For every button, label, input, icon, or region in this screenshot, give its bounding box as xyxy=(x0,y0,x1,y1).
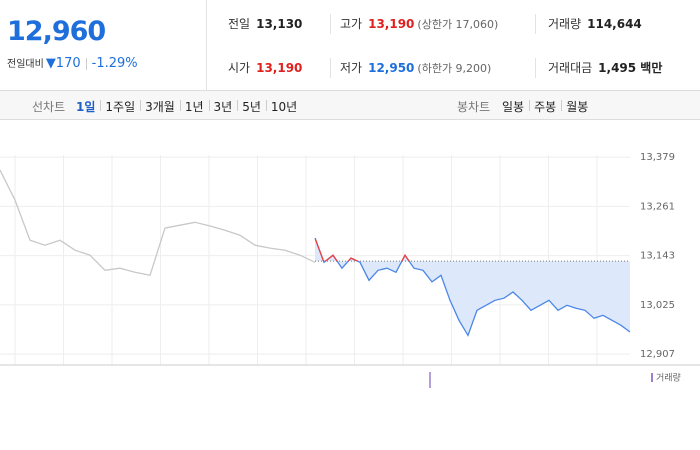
summary-value: 13,190 xyxy=(368,17,415,31)
chart: 13,379 13,261 13,143 13,025 12,907 거래량 xyxy=(0,152,700,388)
summary-value: 12,950 xyxy=(368,61,415,75)
summary-cell: 거래량 114,644 xyxy=(548,15,642,32)
change-amount: ▼170 xyxy=(45,56,81,71)
period-tab[interactable]: 3개월 xyxy=(145,100,175,114)
y-tick-label: 13,025 xyxy=(640,300,675,311)
period-tab[interactable]: 10년 xyxy=(270,100,298,114)
separator xyxy=(561,100,563,111)
price-line xyxy=(314,237,631,337)
separator xyxy=(237,100,239,111)
summary-label: 시가 xyxy=(228,61,251,75)
separator xyxy=(85,57,87,70)
candle-tab[interactable]: 일봉 xyxy=(502,100,525,114)
y-tick-label: 12,907 xyxy=(640,349,675,360)
summary-cell: 고가 13,190 (상한가 17,060) xyxy=(340,15,498,32)
separator xyxy=(535,58,536,78)
change-label: 전일대비 xyxy=(7,59,44,70)
period-tab[interactable]: 1주일 xyxy=(105,100,136,114)
candle-tab[interactable]: 월봉 xyxy=(566,100,589,114)
legend-label: 거래량 xyxy=(656,372,681,384)
summary-cell: 시가 13,190 xyxy=(228,59,302,76)
summary-label: 거래량 xyxy=(548,17,582,31)
period-tab[interactable]: 3년 xyxy=(213,100,233,114)
y-tick-label: 13,379 xyxy=(640,152,675,163)
candle-chart-label: 봉차트 xyxy=(457,100,491,114)
period-tab[interactable]: 5년 xyxy=(242,100,261,114)
change-rate: -1.29% xyxy=(91,56,138,71)
quote-box: 12,960 전일대비 ▼170 -1.29% xyxy=(0,0,207,90)
summary-value: 1,495 백만 xyxy=(598,61,663,75)
summary-value: 13,130 xyxy=(256,17,303,31)
summary-value: 114,644 xyxy=(587,17,642,31)
reference-area xyxy=(315,238,630,336)
summary-label: 전일 xyxy=(228,17,251,31)
separator xyxy=(100,100,102,111)
price-line xyxy=(0,169,316,277)
separator xyxy=(265,100,267,111)
summary-panel: 12,960 전일대비 ▼170 -1.29% 전일 13,130 고가 13,190 (상… xyxy=(0,0,700,91)
separator xyxy=(330,58,331,78)
separator xyxy=(140,100,142,111)
summary-note: (하한가 9,200) xyxy=(417,62,492,75)
separator xyxy=(330,14,331,34)
summary-label: 저가 xyxy=(340,61,363,75)
summary-note: (상한가 17,060) xyxy=(417,18,499,31)
line-chart-label: 선차트 xyxy=(32,100,66,114)
y-tick-label: 13,143 xyxy=(640,251,675,262)
summary-cell: 전일 13,130 xyxy=(228,15,302,32)
separator xyxy=(208,100,210,111)
summary-label: 고가 xyxy=(340,17,363,31)
separator xyxy=(179,100,181,111)
separator xyxy=(535,14,536,34)
summary-cell: 저가 12,950 (하한가 9,200) xyxy=(340,59,491,76)
summary-value: 13,190 xyxy=(256,61,303,75)
change-line: 전일대비 ▼170 -1.29% xyxy=(7,55,138,71)
y-tick-label: 13,261 xyxy=(640,201,675,212)
period-tab[interactable]: 1년 xyxy=(184,100,204,114)
summary-label: 거래대금 xyxy=(548,61,593,75)
summary-cell: 거래대금 1,495 백만 xyxy=(548,59,662,76)
current-price: 12,960 xyxy=(7,16,106,47)
separator xyxy=(529,100,531,111)
period-tab[interactable]: 1일 xyxy=(76,100,96,114)
legend-swatch xyxy=(651,373,653,382)
chart-tabs: 선차트 1일 1주일 3개월 1년 3년 5년 10년 봉차트 일봉 주봉 월봉 xyxy=(0,91,700,120)
candle-tab[interactable]: 주봉 xyxy=(534,100,557,114)
